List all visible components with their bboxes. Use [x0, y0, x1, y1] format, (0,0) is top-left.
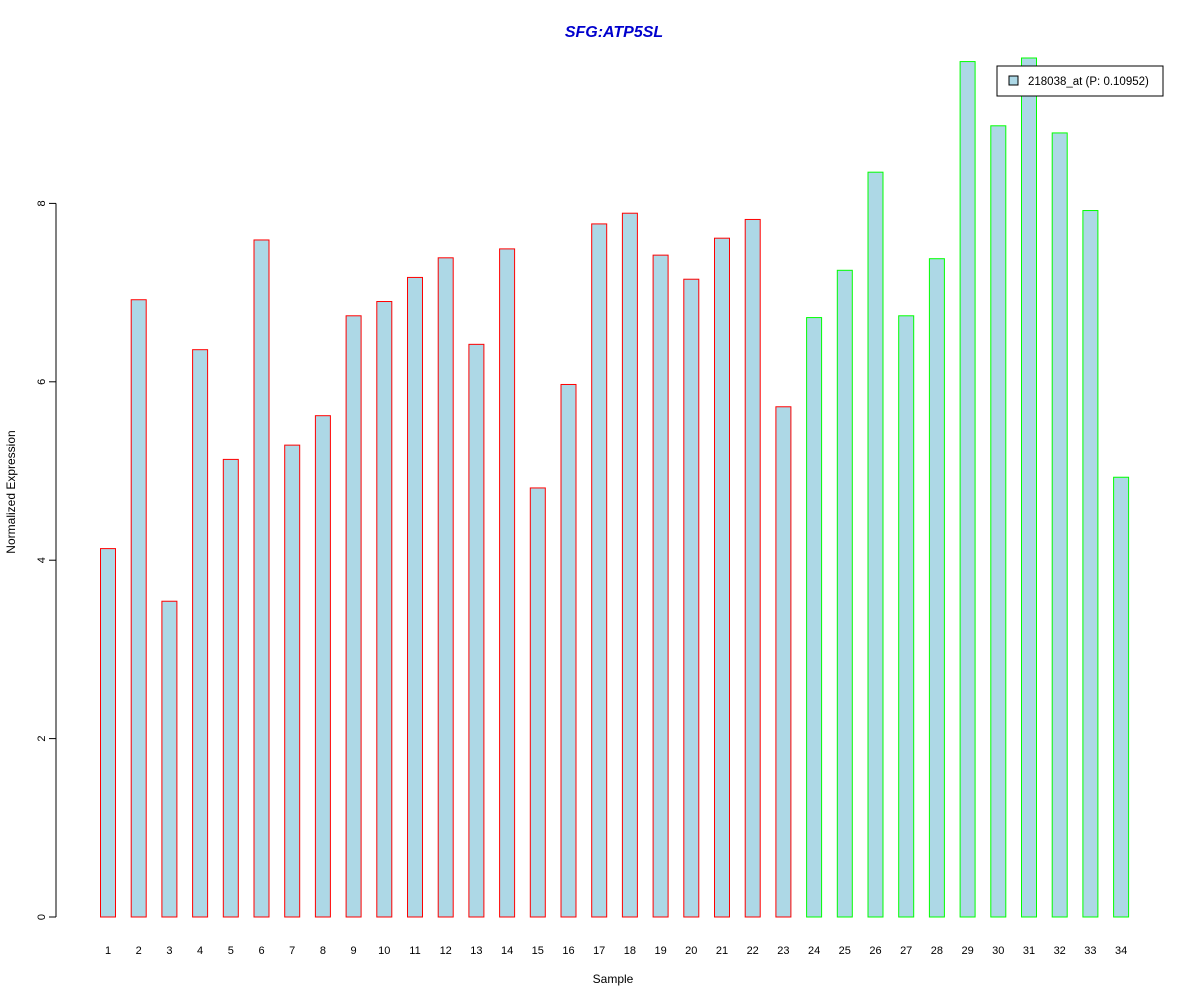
chart-title: SFG:ATP5SL	[565, 24, 663, 41]
x-tick-label: 24	[808, 945, 820, 957]
x-tick-label: 1	[105, 945, 111, 957]
bar	[130, 299, 147, 918]
bar	[836, 269, 853, 918]
bar	[560, 383, 577, 918]
x-tick-labels: 1 2 3 4 5 6 7 8 9 10 11 12 13 14 15 16 17 18 19 20 21 22 23 24 2…	[105, 945, 1127, 957]
x-tick-label: 13	[470, 945, 482, 957]
y-tick-label: 8	[36, 200, 48, 206]
bar	[652, 254, 669, 918]
bar	[222, 458, 239, 918]
bar	[1021, 57, 1037, 918]
y-axis: 0 2 4 6 8	[36, 200, 57, 920]
legend-label: 218038_at (P: 0.10952)	[1028, 76, 1149, 88]
x-tick-label: 4	[197, 945, 203, 957]
x-tick-label: 33	[1084, 945, 1096, 957]
legend-swatch	[1008, 75, 1019, 86]
bar	[437, 257, 454, 918]
legend: 218038_at (P: 0.10952)	[996, 65, 1164, 97]
x-tick-label: 21	[716, 945, 728, 957]
x-tick-label: 22	[747, 945, 759, 957]
x-tick-label: 23	[777, 945, 789, 957]
x-tick-label: 11	[409, 945, 420, 957]
bar	[100, 548, 116, 918]
bar	[499, 248, 516, 918]
x-tick-label: 27	[900, 945, 912, 957]
bar	[1051, 132, 1068, 918]
y-tick-label: 6	[36, 379, 48, 385]
x-tick-label: 15	[532, 945, 544, 957]
x-tick-label: 20	[685, 945, 697, 957]
x-tick-label: 31	[1023, 945, 1035, 957]
bar	[990, 125, 1007, 918]
bar	[314, 415, 331, 918]
y-tick-label: 0	[36, 914, 48, 920]
x-tick-label: 17	[593, 945, 605, 957]
legend-box	[996, 65, 1164, 97]
y-tick-label: 2	[36, 736, 48, 742]
x-tick-label: 30	[992, 945, 1004, 957]
x-tick-label: 9	[351, 945, 357, 957]
bar	[253, 239, 270, 918]
bar	[959, 61, 976, 918]
x-tick-label: 7	[289, 945, 295, 957]
x-tick-label: 8	[320, 945, 326, 957]
bar	[591, 223, 608, 918]
x-axis-label: Sample	[593, 972, 634, 986]
x-tick-label: 5	[228, 945, 234, 957]
bar	[407, 276, 423, 918]
bar	[898, 315, 915, 918]
x-tick-label: 18	[624, 945, 636, 957]
bar	[1082, 210, 1099, 918]
bar	[928, 258, 945, 918]
x-tick-label: 2	[136, 945, 142, 957]
bar	[1113, 476, 1130, 918]
bar	[529, 487, 546, 918]
x-tick-label: 12	[440, 945, 452, 957]
x-tick-label: 25	[839, 945, 851, 957]
bar	[621, 212, 638, 918]
bar	[867, 171, 884, 918]
bar	[744, 218, 761, 918]
bars	[100, 57, 1130, 918]
bar	[683, 278, 700, 918]
x-tick-label: 14	[501, 945, 513, 957]
x-tick-label: 16	[562, 945, 574, 957]
x-tick-label: 6	[258, 945, 264, 957]
x-tick-label: 10	[378, 945, 390, 957]
x-tick-label: 34	[1115, 945, 1127, 957]
x-tick-label: 29	[961, 945, 973, 957]
x-tick-label: 19	[654, 945, 666, 957]
bar	[806, 317, 823, 918]
x-tick-label: 32	[1054, 945, 1066, 957]
bar	[161, 600, 178, 918]
x-tick-label: 3	[166, 945, 172, 957]
bar	[775, 406, 792, 918]
bar	[376, 301, 393, 918]
x-tick-label: 26	[869, 945, 881, 957]
bar	[714, 237, 730, 918]
bar	[468, 343, 485, 918]
bar	[284, 444, 301, 918]
y-axis-label: Normalized Expression	[4, 430, 18, 553]
y-tick-label: 4	[36, 557, 48, 563]
bar	[192, 349, 209, 918]
x-tick-label: 28	[931, 945, 943, 957]
bar	[345, 315, 362, 918]
